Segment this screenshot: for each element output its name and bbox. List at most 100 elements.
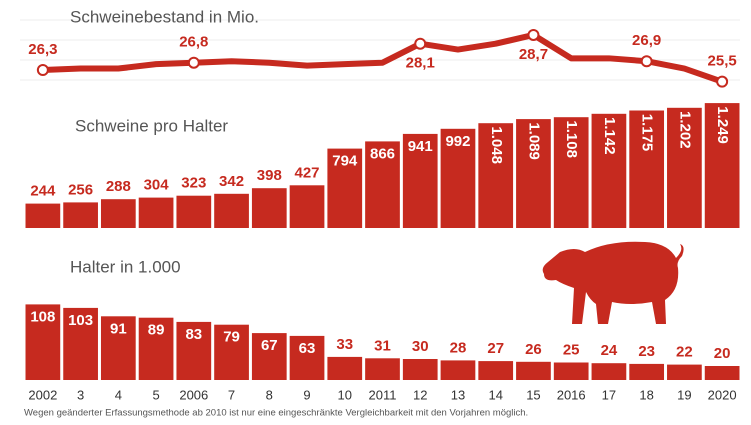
value-label: 941 xyxy=(408,138,433,155)
point xyxy=(414,37,427,50)
bar xyxy=(138,317,174,380)
value-label: 23 xyxy=(638,343,655,360)
value-label: 1.175 xyxy=(639,114,656,152)
x-tick-label: 13 xyxy=(451,387,465,402)
pig-icon xyxy=(542,241,684,324)
line-title: Schweinebestand in Mio. xyxy=(70,7,259,26)
value-label: 1.108 xyxy=(563,120,580,158)
value-label: 28 xyxy=(450,339,467,356)
value-label: 1.202 xyxy=(676,111,693,149)
bar xyxy=(667,364,702,380)
x-tick-label: 3 xyxy=(77,387,84,402)
bar xyxy=(289,185,325,228)
value-label: 26,9 xyxy=(632,32,661,49)
value-label: 22 xyxy=(676,344,693,361)
x-tick-label: 10 xyxy=(338,387,352,402)
bar xyxy=(214,193,249,228)
x-tick-label: 9 xyxy=(303,387,310,402)
bar xyxy=(402,359,438,380)
bar xyxy=(100,316,136,380)
bar xyxy=(478,123,514,228)
value-label: 1.089 xyxy=(525,122,542,160)
value-label: 27 xyxy=(487,340,504,357)
value-label: 28,7 xyxy=(519,46,548,63)
line xyxy=(42,31,724,85)
bar xyxy=(327,148,363,228)
value-label: 91 xyxy=(110,320,127,337)
value-label: 244 xyxy=(30,183,56,200)
value-label: 24 xyxy=(601,342,618,359)
bar xyxy=(516,119,551,228)
bar xyxy=(402,133,438,228)
value-label: 25,5 xyxy=(708,53,737,70)
value-label: 31 xyxy=(374,337,391,354)
value-label: 26,8 xyxy=(179,34,208,51)
x-tick-label: 15 xyxy=(526,387,540,402)
value-label: 63 xyxy=(299,340,316,357)
point xyxy=(187,56,200,69)
value-label: 342 xyxy=(219,173,244,190)
x-tick-label: 7 xyxy=(228,387,235,402)
x-tick-label: 2002 xyxy=(28,387,57,402)
x-tick-label: 2011 xyxy=(369,387,397,402)
bar xyxy=(63,202,98,228)
value-label: 25 xyxy=(563,341,580,358)
bar xyxy=(289,335,325,380)
bar xyxy=(591,363,627,380)
x-tick-label: 14 xyxy=(488,387,502,402)
bar-title: Halter in 1.000 xyxy=(70,257,181,276)
value-label: 1.249 xyxy=(714,106,731,144)
value-label: 427 xyxy=(295,164,320,181)
value-label: 30 xyxy=(412,338,429,355)
bar xyxy=(251,333,287,380)
bar xyxy=(629,110,665,228)
point xyxy=(527,28,540,41)
x-tick-label: 8 xyxy=(266,387,273,402)
bar xyxy=(704,103,740,228)
point xyxy=(36,64,49,76)
x-tick-label: 18 xyxy=(639,387,653,402)
x-tick-label: 19 xyxy=(677,387,691,402)
value-label: 288 xyxy=(106,178,131,195)
bar xyxy=(25,203,61,228)
bar xyxy=(704,366,740,380)
bar-title: Schweine pro Halter xyxy=(75,116,228,135)
bar xyxy=(365,358,400,380)
background-grid xyxy=(20,19,740,81)
value-label: 26 xyxy=(525,341,542,358)
bar xyxy=(591,113,627,228)
x-tick-label: 4 xyxy=(115,387,122,402)
point xyxy=(640,55,653,68)
value-label: 79 xyxy=(223,329,240,346)
bar xyxy=(176,321,212,380)
point xyxy=(716,75,729,88)
value-label: 83 xyxy=(185,326,202,343)
bar xyxy=(440,360,476,380)
bar xyxy=(553,362,589,380)
x-tick-label: 17 xyxy=(602,387,616,402)
bar xyxy=(138,197,174,228)
bar xyxy=(251,188,287,228)
value-label: 26,3 xyxy=(28,41,57,58)
value-label: 33 xyxy=(336,336,353,353)
x-tick-label: 2020 xyxy=(708,387,737,402)
value-label: 28,1 xyxy=(406,55,435,72)
bar xyxy=(25,304,61,380)
x-tick-label: 5 xyxy=(152,387,159,402)
bar xyxy=(516,361,551,380)
bar xyxy=(553,117,589,228)
x-tick-label: 2006 xyxy=(179,387,208,402)
value-label: 398 xyxy=(257,167,282,184)
bar xyxy=(176,195,212,228)
bar xyxy=(365,141,400,228)
bar xyxy=(214,324,249,380)
bar xyxy=(63,307,98,380)
bar xyxy=(327,356,363,380)
value-label: 304 xyxy=(144,177,170,194)
bar xyxy=(100,199,136,228)
bar xyxy=(629,363,665,380)
value-label: 323 xyxy=(181,175,206,192)
value-label: 1.142 xyxy=(601,117,618,155)
value-label: 256 xyxy=(68,181,93,198)
